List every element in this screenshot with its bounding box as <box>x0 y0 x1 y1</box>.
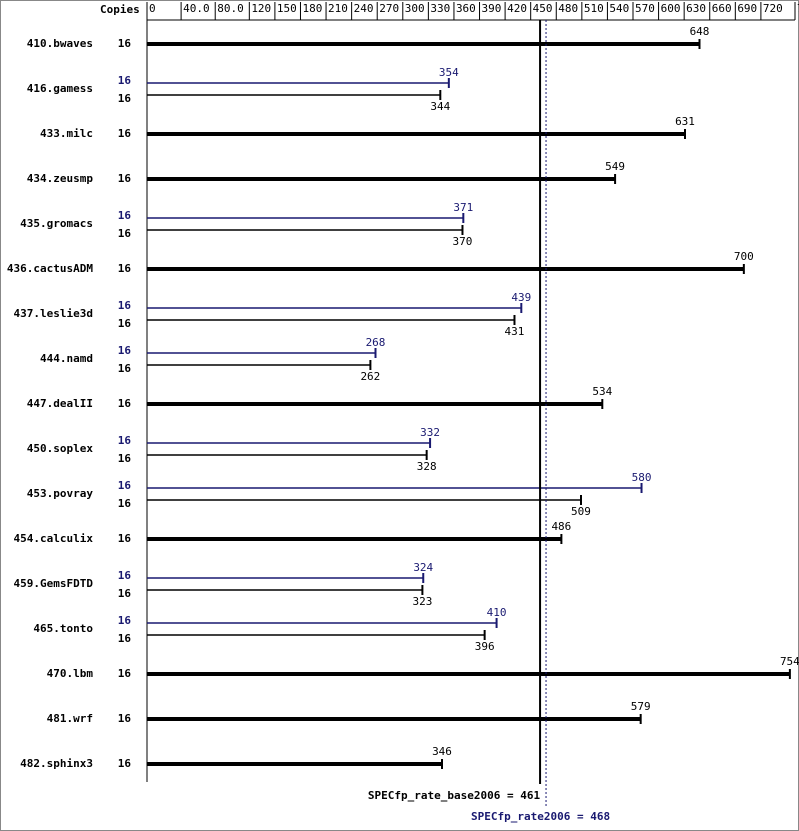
x-tick-label: 240 <box>354 2 374 15</box>
x-tick-label: 180 <box>302 2 322 15</box>
value-label: 344 <box>430 100 450 113</box>
value-label: 328 <box>417 460 437 473</box>
value-label: 486 <box>551 520 571 533</box>
x-tick-label: 390 <box>482 2 502 15</box>
value-label: 580 <box>632 471 652 484</box>
copies-label: 16 <box>118 479 132 492</box>
value-label: 346 <box>432 745 452 758</box>
copies-label: 16 <box>118 614 132 627</box>
benchmark-label: 465.tonto <box>33 622 93 635</box>
benchmark-label: 416.gamess <box>27 82 93 95</box>
x-tick-label: 80.0 <box>217 2 244 15</box>
value-label: 431 <box>505 325 525 338</box>
reference-label: SPECfp_rate_base2006 = 461 <box>368 789 541 802</box>
copies-label: 16 <box>118 209 132 222</box>
x-tick-label: 270 <box>379 2 399 15</box>
copies-label: 16 <box>118 344 132 357</box>
reference-label: SPECfp_rate2006 = 468 <box>471 810 610 823</box>
copies-label: 16 <box>118 667 132 680</box>
x-tick-label: 720 <box>763 2 783 15</box>
benchmark-label: 410.bwaves <box>27 37 93 50</box>
value-label: 268 <box>366 336 386 349</box>
value-label: 354 <box>439 66 459 79</box>
value-label: 579 <box>631 700 651 713</box>
copies-label: 16 <box>118 712 132 725</box>
copies-label: 16 <box>118 632 132 645</box>
value-label: 396 <box>475 640 495 653</box>
benchmark-label: 450.soplex <box>27 442 94 455</box>
x-tick-label: 480 <box>558 2 578 15</box>
benchmark-label: 437.leslie3d <box>14 307 93 320</box>
value-label: 549 <box>605 160 625 173</box>
benchmark-label: 433.milc <box>40 127 93 140</box>
copies-label: 16 <box>118 497 132 510</box>
x-tick-label: 150 <box>277 2 297 15</box>
value-label: 323 <box>412 595 432 608</box>
x-tick-label: 630 <box>686 2 706 15</box>
copies-label: 16 <box>118 317 132 330</box>
copies-label: 16 <box>118 227 132 240</box>
benchmark-label: 444.namd <box>40 352 93 365</box>
copies-label: 16 <box>118 587 132 600</box>
benchmark-label: 434.zeusmp <box>27 172 94 185</box>
value-label: 439 <box>511 291 531 304</box>
copies-label: 16 <box>118 452 132 465</box>
benchmark-label: 459.GemsFDTD <box>14 577 94 590</box>
value-label: 631 <box>675 115 695 128</box>
copies-label: 16 <box>118 74 132 87</box>
benchmark-label: 454.calculix <box>14 532 94 545</box>
x-tick-label: 510 <box>584 2 604 15</box>
benchmark-label: 435.gromacs <box>20 217 93 230</box>
value-label: 262 <box>360 370 380 383</box>
value-label: 534 <box>592 385 612 398</box>
benchmark-label: 470.lbm <box>47 667 94 680</box>
x-tick-label: 660 <box>712 2 732 15</box>
copies-label: 16 <box>118 299 132 312</box>
value-label: 371 <box>453 201 473 214</box>
copies-label: 16 <box>118 127 132 140</box>
value-label: 332 <box>420 426 440 439</box>
x-tick-label: 210 <box>328 2 348 15</box>
copies-label: 16 <box>118 569 132 582</box>
x-tick-label: 360 <box>456 2 476 15</box>
copies-label: 16 <box>118 262 132 275</box>
copies-label: 16 <box>118 397 132 410</box>
x-tick-label: 450 <box>533 2 553 15</box>
value-label: 410 <box>487 606 507 619</box>
x-tick-label: 760 <box>797 2 799 15</box>
x-tick-label: 570 <box>635 2 655 15</box>
copies-label: 16 <box>118 92 132 105</box>
x-tick-label: 300 <box>405 2 425 15</box>
x-tick-label: 540 <box>609 2 629 15</box>
benchmark-label: 436.cactusADM <box>7 262 93 275</box>
value-label: 370 <box>453 235 473 248</box>
value-label: 754 <box>780 655 799 668</box>
copies-label: 16 <box>118 172 132 185</box>
x-tick-label: 0 <box>149 2 156 15</box>
value-label: 648 <box>690 25 710 38</box>
x-tick-label: 40.0 <box>183 2 210 15</box>
x-tick-label: 330 <box>430 2 450 15</box>
benchmark-label: 453.povray <box>27 487 94 500</box>
value-label: 509 <box>571 505 591 518</box>
value-label: 324 <box>413 561 433 574</box>
x-tick-label: 120 <box>251 2 271 15</box>
copies-label: 16 <box>118 532 132 545</box>
x-tick-label: 600 <box>661 2 681 15</box>
benchmark-label: 482.sphinx3 <box>20 757 93 770</box>
copies-label: 16 <box>118 362 132 375</box>
copies-header: Copies <box>100 3 140 16</box>
x-tick-label: 420 <box>507 2 527 15</box>
copies-label: 16 <box>118 37 132 50</box>
copies-label: 16 <box>118 434 132 447</box>
benchmark-label: 447.dealII <box>27 397 93 410</box>
copies-label: 16 <box>118 757 132 770</box>
benchmark-label: 481.wrf <box>47 712 93 725</box>
x-tick-label: 690 <box>737 2 757 15</box>
value-label: 700 <box>734 250 754 263</box>
